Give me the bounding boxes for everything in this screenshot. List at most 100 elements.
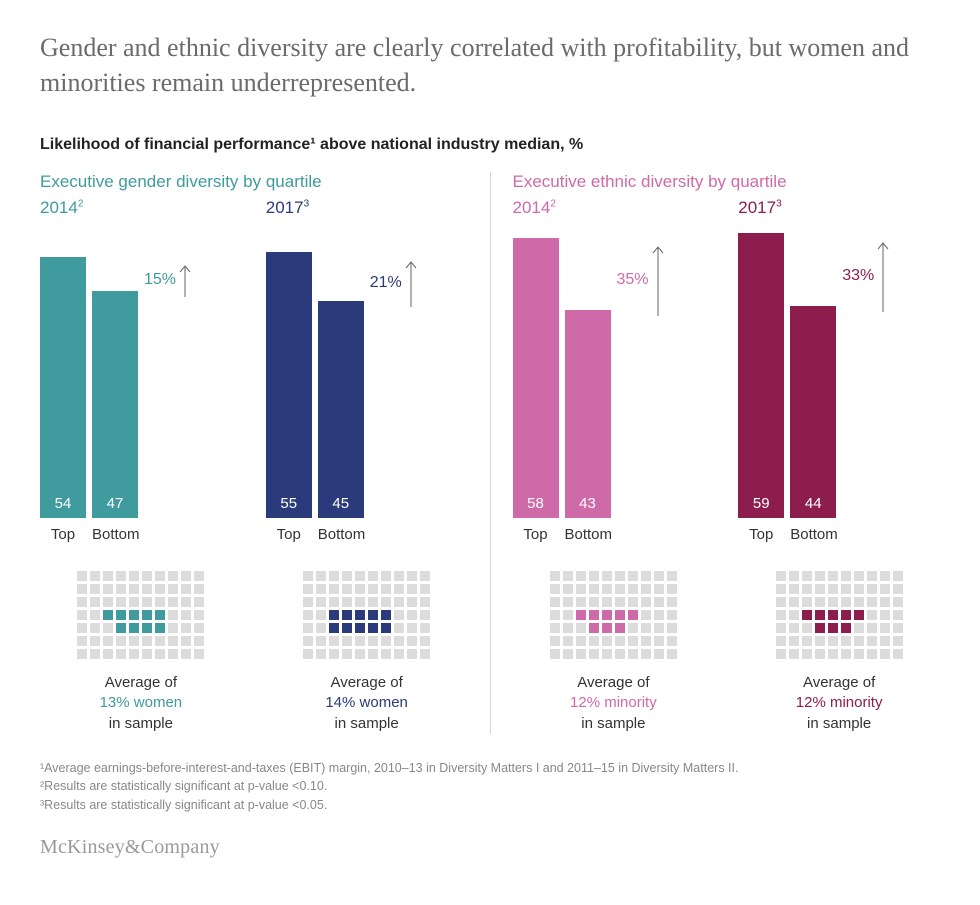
waffle-cell: [589, 610, 599, 620]
waffle-cell: [854, 571, 864, 581]
bar-chart: 59 44 33%: [738, 228, 940, 518]
waffle-cell: [589, 636, 599, 646]
waffle-cell: [316, 597, 326, 607]
waffle-cell: [867, 649, 877, 659]
waffle-cell: [841, 623, 851, 633]
waffle-cell: [394, 584, 404, 594]
waffle-cell: [168, 649, 178, 659]
waffle-cell: [667, 610, 677, 620]
waffle-cell: [329, 584, 339, 594]
waffle-cell: [880, 597, 890, 607]
footnote-2: ²Results are statistically significant a…: [40, 778, 940, 796]
waffle-cell: [880, 571, 890, 581]
waffle-cell: [129, 623, 139, 633]
waffle-cell: [90, 649, 100, 659]
waffle-cell: [129, 584, 139, 594]
waffle-cell: [602, 584, 612, 594]
bar-value: 59: [753, 495, 770, 518]
waffle-cell: [841, 571, 851, 581]
waffle-cell: [828, 597, 838, 607]
waffle-cell: [181, 623, 191, 633]
waffle-cell: [303, 571, 313, 581]
waffle-cell: [155, 571, 165, 581]
waffle-cell: [90, 584, 100, 594]
axis-label: Bottom: [92, 526, 138, 543]
year-label: 20142: [40, 198, 242, 218]
waffle-cell: [407, 597, 417, 607]
bar-top: 58: [513, 238, 559, 518]
waffle-cell: [103, 584, 113, 594]
waffle-cell: [641, 623, 651, 633]
waffle-cell: [142, 636, 152, 646]
waffle-cell: [615, 571, 625, 581]
waffle-cell: [420, 584, 430, 594]
waffle-cell: [77, 636, 87, 646]
waffle-cell: [355, 623, 365, 633]
waffle-cell: [628, 649, 638, 659]
axis-labels: TopBottom: [266, 526, 468, 543]
waffle-cell: [854, 623, 864, 633]
waffle-cell: [880, 584, 890, 594]
waffle-cell: [841, 636, 851, 646]
bar-chart: 554521%: [266, 228, 468, 518]
bar-value: 58: [527, 495, 544, 518]
waffle-cell: [116, 584, 126, 594]
bar-value: 44: [805, 495, 822, 518]
waffle-cell: [602, 649, 612, 659]
arrow-up-icon: [178, 263, 192, 297]
waffle-cell: [854, 610, 864, 620]
waffle-cell: [615, 623, 625, 633]
waffle-cell: [802, 571, 812, 581]
waffle-cell: [168, 623, 178, 633]
waffle-cell: [867, 571, 877, 581]
waffle-cell: [116, 623, 126, 633]
footnote-3: ³Results are statistically significant a…: [40, 797, 940, 815]
waffle-cell: [407, 649, 417, 659]
pair-gender-2014: 20142544715%TopBottomAverage of13% women…: [40, 198, 242, 734]
waffle-cell: [854, 649, 864, 659]
waffle-cell: [381, 636, 391, 646]
waffle-cell: [815, 584, 825, 594]
year-label: 20142: [513, 198, 715, 218]
waffle-cell: [641, 597, 651, 607]
waffle-cell: [654, 610, 664, 620]
year-label: 20173: [738, 198, 940, 218]
waffle-cell: [381, 649, 391, 659]
waffle-cell: [355, 610, 365, 620]
diff-indicator: 33%: [842, 240, 890, 312]
brand-logo: McKinsey&Company: [40, 836, 940, 859]
waffle-cell: [194, 571, 204, 581]
waffle-cell: [142, 584, 152, 594]
chart-panels: Executive gender diversity by quartile20…: [40, 172, 940, 734]
waffle-cell: [142, 649, 152, 659]
waffle-cell: [381, 623, 391, 633]
waffle-cell: [893, 597, 903, 607]
waffle-cell: [181, 649, 191, 659]
waffle-cell: [654, 584, 664, 594]
diff-label: 21%: [370, 274, 402, 292]
waffle-cell: [654, 597, 664, 607]
axis-label: Bottom: [565, 526, 611, 543]
waffle-cell: [893, 623, 903, 633]
axis-label: Bottom: [790, 526, 836, 543]
waffle-cell: [77, 649, 87, 659]
waffle-cell: [802, 584, 812, 594]
waffle-cell: [420, 623, 430, 633]
diff-label: 35%: [617, 271, 649, 289]
waffle-cell: [394, 571, 404, 581]
waffle-cell: [407, 636, 417, 646]
waffle-cell: [316, 571, 326, 581]
waffle-cell: [828, 649, 838, 659]
waffle-cell: [641, 649, 651, 659]
waffle-cell: [802, 597, 812, 607]
waffle-cell: [867, 623, 877, 633]
waffle-cell: [641, 571, 651, 581]
avg-text: Average of13% womenin sample: [40, 673, 242, 734]
bar-bottom: 45: [318, 301, 364, 519]
diff-indicator: 35%: [617, 244, 665, 316]
bar-top: 59: [738, 233, 784, 518]
waffle-cell: [168, 571, 178, 581]
waffle-cell: [316, 636, 326, 646]
waffle-cell: [129, 636, 139, 646]
waffle-cell: [303, 584, 313, 594]
